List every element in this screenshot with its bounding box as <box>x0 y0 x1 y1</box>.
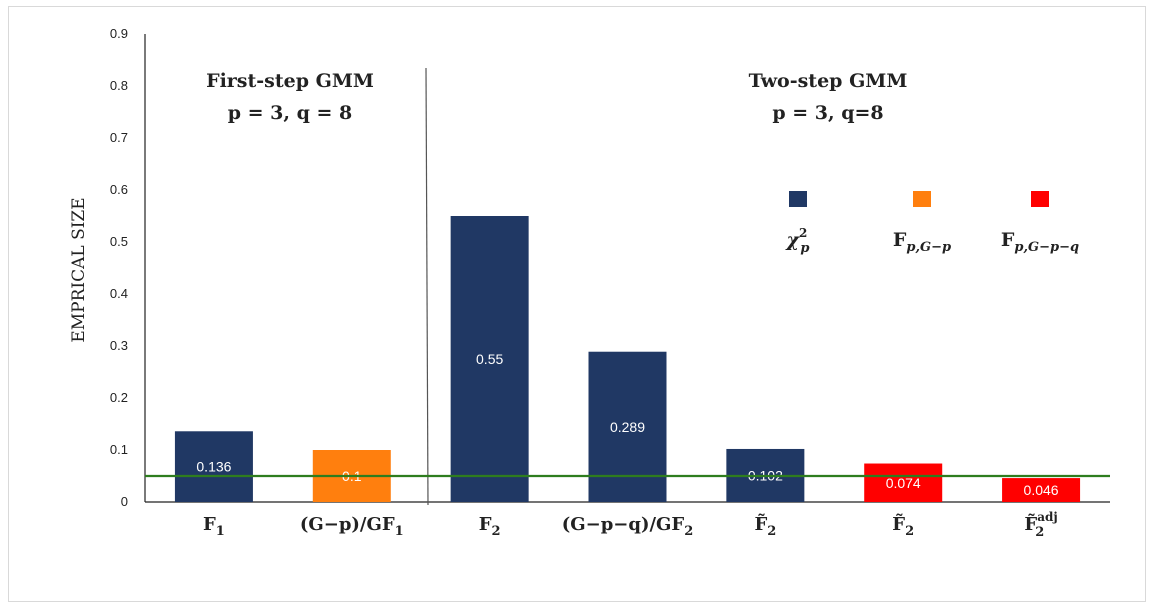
chart-frame <box>8 6 1146 602</box>
x-category-label: (G−p)/GF1 <box>300 514 404 539</box>
y-tick-label: 0.5 <box>110 234 128 249</box>
legend-label: Fp,G−p−q <box>1001 229 1079 255</box>
data-label: 0.046 <box>1024 482 1059 498</box>
y-tick-label: 0 <box>121 494 128 509</box>
y-tick-label: 0.4 <box>110 286 128 301</box>
x-category-label: F̃2 <box>754 513 776 539</box>
x-category-label: F̃2 <box>892 513 914 539</box>
legend-swatch <box>789 191 807 207</box>
legend-label: χ2 p <box>785 226 810 256</box>
x-category-label: (G−p−q)/GF2 <box>562 514 694 539</box>
legend-swatch <box>1031 191 1049 207</box>
panel-2-title-line2: p = 3, q=8 <box>772 102 883 124</box>
x-category-label: F1 <box>203 514 225 539</box>
y-tick-label: 0.6 <box>110 182 128 197</box>
x-category-label: F2 <box>479 514 501 539</box>
data-label: 0.074 <box>886 475 921 491</box>
y-tick-label: 0.9 <box>110 26 128 41</box>
y-tick-label: 0.2 <box>110 390 128 405</box>
y-axis: 0 0.1 0.2 0.3 0.4 0.5 0.6 0.7 0.8 0.9 <box>110 26 1110 509</box>
legend-label: Fp,G−p <box>893 229 951 255</box>
panel-divider <box>425 67 429 506</box>
y-tick-label: 0.8 <box>110 78 128 93</box>
bar <box>450 216 529 502</box>
bar <box>1002 478 1081 502</box>
panel-titles: First-step GMM p = 3, q = 8 Two-step GMM… <box>206 70 907 124</box>
legend-swatch <box>913 191 931 207</box>
data-label: 0.136 <box>196 459 231 475</box>
y-tick-label: 0.7 <box>110 130 128 145</box>
panel-1-title-line2: p = 3, q = 8 <box>228 102 353 124</box>
data-label: 0.289 <box>610 419 645 435</box>
data-label: 0.55 <box>476 351 503 367</box>
bar <box>864 463 943 502</box>
y-tick-label: 0.3 <box>110 338 128 353</box>
legend: χ2 p Fp,G−p Fp,G−p−q <box>785 191 1079 256</box>
x-category-label: F̃adj 2 <box>1024 510 1057 540</box>
panel-1-title-line1: First-step GMM <box>206 70 374 92</box>
y-tick-label: 0.1 <box>110 442 128 457</box>
panel-2-title-line1: Two-step GMM <box>749 70 908 92</box>
bars <box>174 216 1081 502</box>
x-axis-categories: F1 (G−p)/GF1 F2 (G−p−q)/GF2 F̃2 F̃2 F̃adj 2 <box>203 510 1058 540</box>
bar <box>174 431 253 502</box>
y-axis-label: EMPRICAL SIZE <box>69 197 89 342</box>
